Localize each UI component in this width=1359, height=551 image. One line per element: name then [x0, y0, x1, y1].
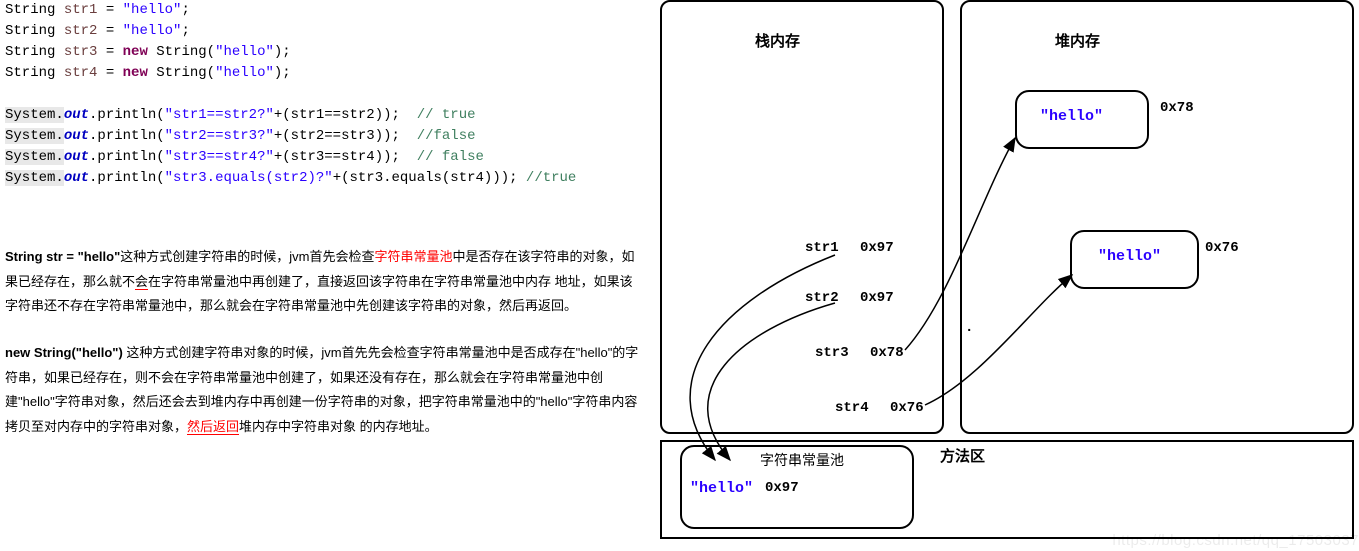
code-line-6: System.out.println("str1==str2?"+(str1==…: [5, 105, 576, 126]
heap-obj-1-text: "hello": [1040, 108, 1103, 125]
string-pool-title: 字符串常量池: [760, 450, 844, 470]
code-line-8: System.out.println("str3==str4?"+(str3==…: [5, 147, 576, 168]
paragraph-1: String str = "hello"这种方式创建字符串的时候，jvm首先会检…: [5, 245, 645, 319]
heap-dot: .: [965, 320, 973, 336]
stack-str4-addr: 0x76: [890, 400, 924, 416]
stack-str2-name: str2: [805, 290, 839, 306]
stack-title: 栈内存: [755, 30, 800, 51]
code-line-1: String str1 = "hello";: [5, 0, 576, 21]
code-line-4: String str4 = new String("hello");: [5, 63, 576, 84]
stack-str1-name: str1: [805, 240, 839, 256]
memory-diagram: 栈内存 str1 0x97 str2 0x97 str3 0x78 str4 0…: [660, 0, 1355, 540]
stack-str2-addr: 0x97: [860, 290, 894, 306]
string-pool-addr: 0x97: [765, 480, 799, 496]
string-pool-text: "hello": [690, 480, 753, 497]
heap-obj-2-addr: 0x76: [1205, 240, 1239, 256]
stack-str3-name: str3: [815, 345, 849, 361]
explanation-paragraphs: String str = "hello"这种方式创建字符串的时候，jvm首先会检…: [5, 245, 645, 440]
heap-title: 堆内存: [1055, 30, 1100, 51]
code-line-7: System.out.println("str2==str3?"+(str2==…: [5, 126, 576, 147]
code-block: String str1 = "hello"; String str2 = "he…: [5, 0, 576, 189]
method-title: 方法区: [940, 445, 985, 466]
heap-obj-2-text: "hello": [1098, 248, 1161, 265]
code-line-2: String str2 = "hello";: [5, 21, 576, 42]
stack-box: [660, 0, 944, 434]
code-line-9: System.out.println("str3.equals(str2)?"+…: [5, 168, 576, 189]
stack-str1-addr: 0x97: [860, 240, 894, 256]
stack-str3-addr: 0x78: [870, 345, 904, 361]
heap-obj-1-addr: 0x78: [1160, 100, 1194, 116]
code-line-3: String str3 = new String("hello");: [5, 42, 576, 63]
paragraph-2: new String("hello") 这种方式创建字符串对象的时候，jvm首先…: [5, 341, 645, 440]
heap-box: [960, 0, 1354, 434]
stack-str4-name: str4: [835, 400, 869, 416]
